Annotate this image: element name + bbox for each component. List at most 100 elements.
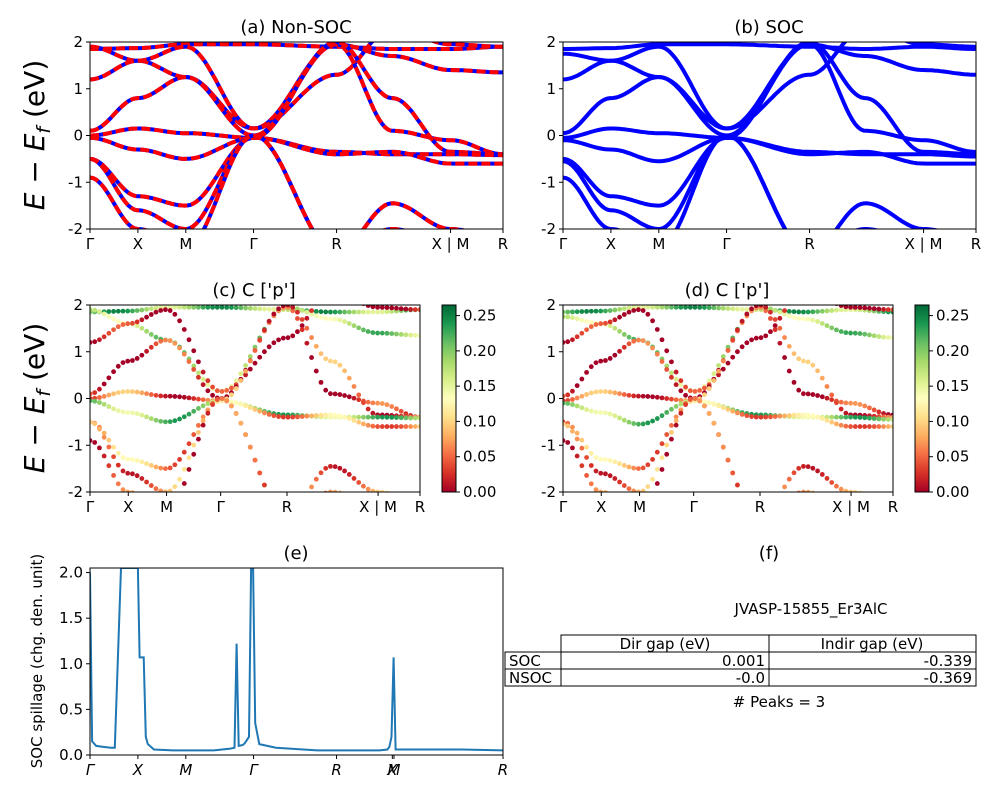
c-band-point [247,444,253,450]
c-band-point [229,385,234,391]
b-band-line [563,133,880,229]
a-ytick-label: 0 [73,127,83,145]
d-band-point [692,396,698,402]
c-band-point [97,337,102,343]
cbar-d-tick-label: 0.15 [936,377,969,395]
d-band-point [607,323,613,329]
d-band-point [603,358,608,363]
c-band-point [97,309,102,315]
c-band-point [285,414,291,420]
d-band-point [669,436,674,442]
d-band-point [834,414,839,420]
c-band-point [115,450,121,456]
c-band-point [266,306,272,312]
d-band-point [805,391,811,397]
d-band-point [588,481,594,487]
e-xtick-label: Γ [86,761,96,779]
d-band-point [640,421,646,427]
d-band-point [692,305,698,310]
d-band-point [570,397,575,402]
d-band-point [621,417,627,423]
c-band-point [191,363,197,369]
panel-d-plot: -2 -1 0 1 2 Γ X M Γ R X | M R [541,296,898,516]
c-band-point [90,398,93,404]
c-band-point [257,306,263,312]
c-band-point [101,381,107,387]
d-band-point [673,422,679,428]
c-band-point [92,398,98,404]
d-band-point [659,359,665,364]
c-band-point [125,456,131,462]
d-band-point [607,308,613,314]
d-band-point [669,429,674,435]
d-band-point [621,332,627,337]
a-xtick-label: Γ [86,235,95,253]
d-band-point [829,397,835,403]
peaks-count: # Peaks = 3 [733,693,825,711]
d-band-point [758,335,764,341]
d-band-point [782,484,787,490]
c-band-point [412,332,418,338]
d-band-point [650,493,655,498]
d-band-point [730,470,736,476]
d-band-point [768,309,773,315]
c-band-point [177,318,182,324]
a-band-line [90,42,503,157]
cbar-c-tick-label: 0.00 [463,483,496,501]
c-band-point [356,397,362,403]
d-ytick-label: -1 [541,436,556,454]
c-band-point [90,438,93,443]
d-band-point [805,316,811,322]
panel-c-ylabel: E − Ef (eV) [18,323,55,474]
d-band-point [862,403,868,409]
c-band-point [365,422,371,428]
c-band-point [379,309,385,315]
d-band-point [570,402,575,407]
d-band-point [621,463,627,468]
d-band-point [857,490,863,492]
c-band-point [115,390,121,396]
d-band-point [612,459,618,465]
d-band-point [584,407,589,412]
c-band-point [384,424,390,429]
c-band-point [280,305,286,309]
d-band-point [871,407,877,413]
c-band-point [252,360,258,366]
d-band-point [584,327,589,333]
d-band-point [810,490,816,492]
c-band-point [144,479,149,485]
d-band-point [885,307,891,313]
c-band-point [342,414,347,420]
c-band-point [412,415,418,421]
d-band-point [598,389,604,394]
c-band-point [134,323,140,329]
d-band-point [650,394,655,400]
c-band-point [267,493,272,498]
c-band-point [328,358,333,364]
b-ytick-label: -1 [541,173,556,191]
c-band-point [115,462,121,468]
b-series-group [563,42,976,229]
d-band-point [815,309,820,314]
c-band-point [158,488,164,492]
d-band-point [645,420,651,426]
d-band-point [645,394,651,399]
d-band-point [829,325,835,331]
d-band-point [848,414,853,420]
d-band-point [702,399,707,405]
d-band-point [720,366,726,372]
c-band-point [318,412,324,418]
d-band-point [574,436,580,442]
b-ytick-label: 1 [546,80,556,98]
c-band-point [229,305,234,310]
c-band-point [148,416,154,422]
c-band-point [361,483,366,489]
d-band-point [706,400,712,406]
c-band-point [125,489,131,492]
d-band-point [777,309,783,315]
c-band-point [177,416,182,422]
c-band-point [97,386,102,392]
d-band-point [843,414,849,420]
c-band-point [120,455,126,460]
d-band-point [687,388,693,394]
